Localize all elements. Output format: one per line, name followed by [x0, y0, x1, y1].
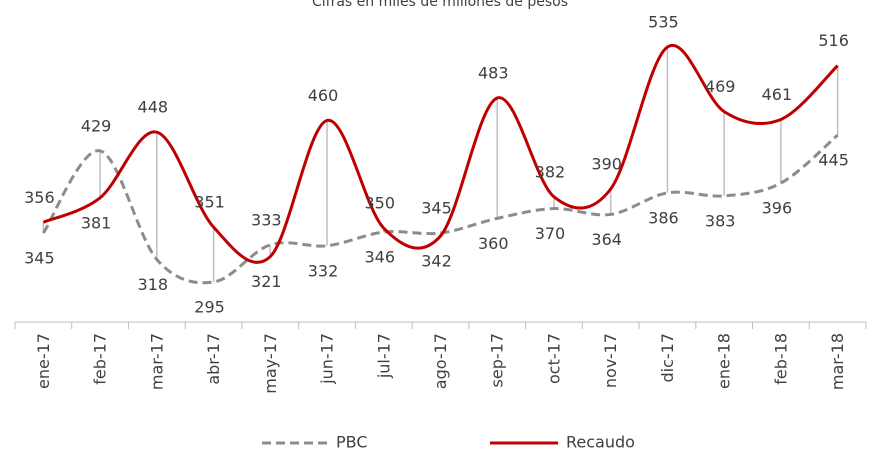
x-tick-label: mar-17 [147, 333, 166, 390]
data-label: 448 [138, 98, 169, 117]
chart-subtitle: Cifras en miles de millones de pesos [312, 0, 568, 10]
data-label: 461 [762, 85, 793, 104]
data-label: 383 [705, 211, 736, 230]
data-label: 535 [648, 13, 679, 32]
data-label: 356 [24, 188, 55, 207]
data-label: 516 [818, 31, 849, 50]
data-label: 469 [705, 77, 736, 96]
data-label: 364 [591, 230, 622, 249]
data-label: 386 [648, 208, 679, 227]
data-label: 396 [762, 199, 793, 218]
data-label: 345 [421, 199, 452, 218]
data-label: 460 [308, 86, 339, 105]
data-label: 370 [535, 224, 566, 243]
x-tick-label: nov-17 [601, 333, 620, 388]
data-label: 483 [478, 63, 509, 82]
line-series [42, 133, 839, 285]
x-tick-label: ene-17 [34, 333, 53, 389]
data-label: 381 [81, 213, 112, 232]
x-tick-label: dic-17 [658, 333, 677, 383]
data-label: 318 [138, 275, 169, 294]
data-label: 333 [251, 210, 282, 229]
data-label: 345 [24, 249, 55, 268]
x-tick-label: feb-17 [91, 333, 110, 385]
data-label: 295 [194, 298, 225, 317]
x-tick-label: oct-17 [544, 333, 563, 384]
data-label: 342 [421, 251, 452, 270]
x-tick-label: jun-17 [318, 333, 337, 385]
data-label: 350 [364, 194, 395, 213]
line-series [42, 43, 839, 264]
data-label: 360 [478, 234, 509, 253]
data-label: 382 [535, 162, 566, 181]
x-tick-label: mar-18 [828, 333, 847, 390]
data-label: 429 [81, 116, 112, 135]
x-tick-label: ene-18 [715, 333, 734, 389]
data-label: 445 [818, 151, 849, 170]
x-tick-label: abr-17 [204, 333, 223, 385]
x-tick-label: feb-18 [771, 333, 790, 385]
data-label: 346 [364, 248, 395, 267]
legend-label: PBC [336, 433, 368, 452]
x-tick-label: jul-17 [374, 333, 393, 379]
x-tick-label: sep-17 [488, 333, 507, 387]
data-label: 321 [251, 272, 282, 291]
x-tick-label: ago-17 [431, 333, 450, 389]
data-label: 390 [591, 154, 622, 173]
data-label: 332 [308, 261, 339, 280]
x-tick-label: may-17 [261, 333, 280, 394]
data-label: 351 [194, 193, 225, 212]
legend-label: Recaudo [566, 433, 635, 452]
